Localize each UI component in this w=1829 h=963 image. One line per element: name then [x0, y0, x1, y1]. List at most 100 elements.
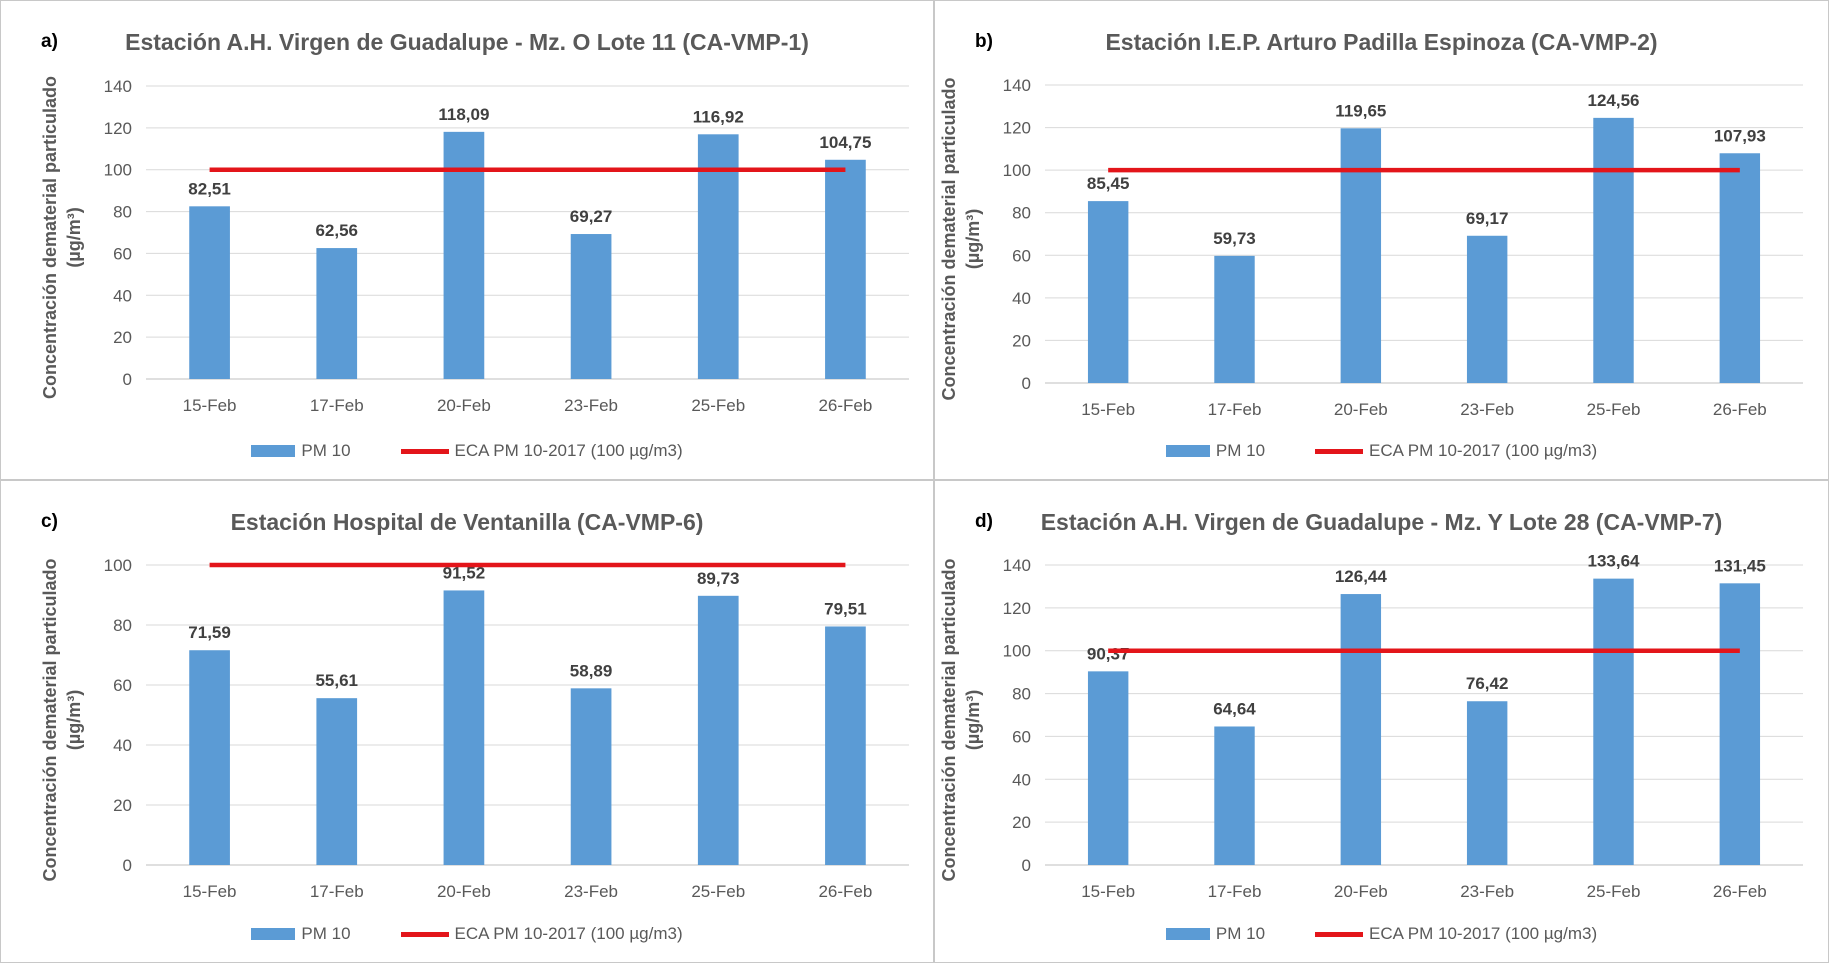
y-tick-label: 100 [104, 556, 132, 575]
data-label: 107,93 [1714, 126, 1766, 145]
bar [1466, 235, 1508, 383]
x-tick-label: 15-Feb [1081, 400, 1135, 419]
y-axis-title: Concentración dematerial particulado (µg/… [40, 558, 84, 881]
chart-title: Estación I.E.P. Arturo Padilla Espinoza … [1105, 29, 1658, 55]
y-tick-label: 40 [1012, 289, 1031, 308]
y-axis-title-line: (µg/m³) [963, 209, 983, 269]
chart-title: Estación Hospital de Ventanilla (CA-VMP-… [230, 509, 704, 535]
y-tick-label: 140 [1003, 76, 1031, 95]
panel-letter: c) [41, 511, 58, 532]
data-label: 91,52 [443, 563, 486, 582]
y-axis-title: Concentración dematerial particulado (µg/… [939, 77, 983, 400]
x-tick-label: 25-Feb [691, 882, 745, 901]
bar-chart: 0 20 40 60 80 100 120 140 Concentración demateri… [40, 76, 909, 415]
y-tick-label: 120 [104, 119, 132, 138]
y-axis-title-line: Concentración dematerial particulado [939, 558, 959, 881]
legend-label: ECA PM 10-2017 (100 µg/m3) [454, 924, 683, 943]
y-axis-title-line: Concentración dematerial particulado [40, 558, 60, 881]
legend-swatch-line [1315, 448, 1364, 454]
panel-letter: a) [41, 31, 58, 52]
y-tick-label: 60 [1012, 727, 1031, 746]
y-tick-label: 80 [113, 616, 132, 635]
y-axis-title-line: (µg/m³) [64, 207, 84, 267]
data-label: 59,73 [1213, 229, 1256, 248]
y-tick-label: 120 [1003, 599, 1031, 618]
y-tick-label: 100 [1003, 161, 1031, 180]
bar-chart: 0 20 40 60 80 100 Concentración dematerial par… [40, 556, 909, 901]
y-tick-label: 20 [1012, 331, 1031, 350]
legend-item-eca: ECA PM 10-2017 (100 µg/m3) [1275, 924, 1597, 944]
x-tick-label: 20-Feb [437, 396, 491, 415]
x-tick-label: 17-Feb [310, 396, 364, 415]
x-tick-label: 15-Feb [1081, 882, 1135, 901]
y-axis-title-line: Concentración dematerial particulado [939, 77, 959, 400]
legend-item-pm10: PM 10 [1165, 441, 1266, 461]
legend-swatch-line [1315, 931, 1364, 937]
x-tick-label: 23-Feb [1460, 882, 1514, 901]
y-tick-label: 0 [1022, 856, 1031, 875]
y-tick-label: 120 [1003, 119, 1031, 138]
legend: PM 10 ECA PM 10-2017 (100 µg/m3) [935, 924, 1828, 944]
bar [1340, 594, 1382, 865]
y-axis-title-line: Concentración dematerial particulado [40, 76, 60, 399]
y-tick-label: 40 [113, 286, 132, 305]
legend-label: PM 10 [1215, 924, 1266, 943]
data-label: 119,65 [1335, 101, 1386, 120]
bar-chart: 0 20 40 60 80 100 120 140 Concentración demateri… [939, 76, 1803, 419]
x-tick-label: 17-Feb [310, 882, 364, 901]
y-tick-label: 60 [113, 244, 132, 263]
x-tick-label: 25-Feb [1587, 400, 1641, 419]
legend: PM 10 ECA PM 10-2017 (100 µg/m3) [935, 441, 1828, 461]
legend-item-eca: ECA PM 10-2017 (100 µg/m3) [361, 924, 683, 944]
bar [697, 595, 739, 865]
data-label: 118,09 [438, 105, 489, 124]
legend-swatch-line [400, 931, 449, 937]
y-tick-label: 0 [123, 370, 132, 389]
legend-label: ECA PM 10-2017 (100 µg/m3) [1369, 441, 1598, 460]
bar-chart: 0 20 40 60 80 100 120 140 Concentración demateri… [939, 552, 1803, 901]
data-label: 126,44 [1335, 567, 1388, 586]
legend-item-eca: ECA PM 10-2017 (100 µg/m3) [1275, 441, 1597, 461]
bar [189, 650, 230, 865]
bar [1340, 128, 1382, 383]
chart-panel-b: b) Estación I.E.P. Arturo Padilla Espino… [934, 0, 1829, 480]
bar [1719, 153, 1761, 383]
y-axis-title-line: (µg/m³) [64, 690, 84, 750]
legend-label: PM 10 [1215, 441, 1266, 460]
bar [570, 234, 612, 379]
x-tick-label: 26-Feb [1713, 400, 1767, 419]
data-label: 131,45 [1714, 556, 1766, 575]
bar [697, 134, 739, 379]
y-tick-label: 20 [113, 328, 132, 347]
y-tick-label: 80 [1012, 685, 1031, 704]
bar [316, 698, 358, 865]
x-tick-label: 25-Feb [691, 396, 745, 415]
data-label: 133,64 [1588, 552, 1641, 571]
y-tick-label: 40 [113, 736, 132, 755]
y-tick-label: 80 [1012, 204, 1031, 223]
bar [1466, 701, 1508, 865]
y-tick-label: 60 [1012, 246, 1031, 265]
legend-swatch-line [400, 448, 449, 454]
y-axis-title: Concentración dematerial particulado (µg/… [40, 76, 84, 399]
x-tick-label: 23-Feb [1460, 400, 1514, 419]
y-tick-label: 20 [113, 796, 132, 815]
data-label: 79,51 [824, 599, 867, 618]
legend-label: PM 10 [301, 441, 351, 460]
y-tick-label: 140 [1003, 556, 1031, 575]
bar [189, 206, 230, 379]
data-label: 124,56 [1588, 91, 1640, 110]
data-label: 69,27 [570, 207, 613, 226]
x-tick-label: 23-Feb [564, 396, 618, 415]
bar [316, 248, 358, 379]
x-tick-label: 17-Feb [1208, 882, 1262, 901]
legend-item-pm10: PM 10 [251, 441, 351, 461]
data-label: 62,56 [315, 221, 358, 240]
x-tick-label: 17-Feb [1208, 400, 1262, 419]
x-tick-label: 26-Feb [818, 396, 872, 415]
bar [825, 159, 866, 379]
panel-letter: b) [975, 31, 993, 52]
chart-panel-a: a) Estación A.H. Virgen de Guadalupe - M… [0, 0, 934, 480]
legend-swatch-bar [1165, 928, 1210, 940]
data-label: 104,75 [819, 133, 871, 152]
